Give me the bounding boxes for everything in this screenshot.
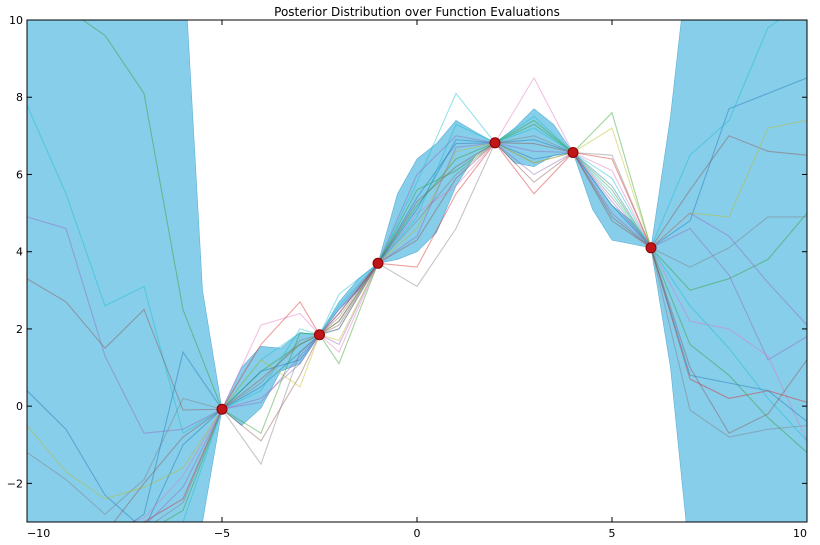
y-tick-label: 6 <box>16 168 23 181</box>
observation-point-5 <box>567 147 579 158</box>
y-tick-label: 4 <box>16 246 23 259</box>
sample-line-1 <box>27 77 807 522</box>
sample-line-9 <box>141 141 807 522</box>
sample-line-4 <box>27 20 781 435</box>
plot-area <box>27 20 807 522</box>
sample-line-13 <box>113 142 807 522</box>
sample-line-12 <box>181 123 807 522</box>
sample-line-2 <box>81 20 807 411</box>
observation-points <box>216 137 657 415</box>
observation-point-6 <box>645 242 657 254</box>
sample-line-5 <box>27 135 807 442</box>
y-tick-label: 10 <box>9 14 23 27</box>
sample-line-8 <box>128 76 807 522</box>
chart-title: Posterior Distribution over Function Eva… <box>274 5 560 19</box>
y-tick-label: −2 <box>7 477 23 490</box>
x-tick-label: 5 <box>609 527 616 540</box>
y-tick-label: 8 <box>16 91 23 104</box>
y-tick-label: 2 <box>16 323 23 336</box>
y-tick-label: 0 <box>16 400 23 413</box>
x-axis: −10 −5 0 5 10 <box>26 20 808 540</box>
x-tick-label: 10 <box>793 527 807 540</box>
sample-line-15 <box>154 135 807 522</box>
observation-point-3 <box>372 257 384 269</box>
sample-line-6 <box>27 142 807 516</box>
sample-line-14 <box>147 142 807 522</box>
credible-band <box>27 20 807 522</box>
y-axis: −2 0 2 4 6 8 10 <box>7 14 807 490</box>
sample-line-7 <box>27 119 807 500</box>
x-tick-label: −5 <box>214 527 230 540</box>
sample-line-3 <box>27 135 807 434</box>
observation-point-4 <box>489 137 501 149</box>
observation-point-2 <box>314 329 325 341</box>
x-tick-label: −10 <box>27 527 50 540</box>
x-tick-label: 0 <box>414 527 421 540</box>
observation-point-1 <box>216 403 228 415</box>
sample-line-11 <box>131 139 807 522</box>
sample-lines <box>27 20 807 522</box>
